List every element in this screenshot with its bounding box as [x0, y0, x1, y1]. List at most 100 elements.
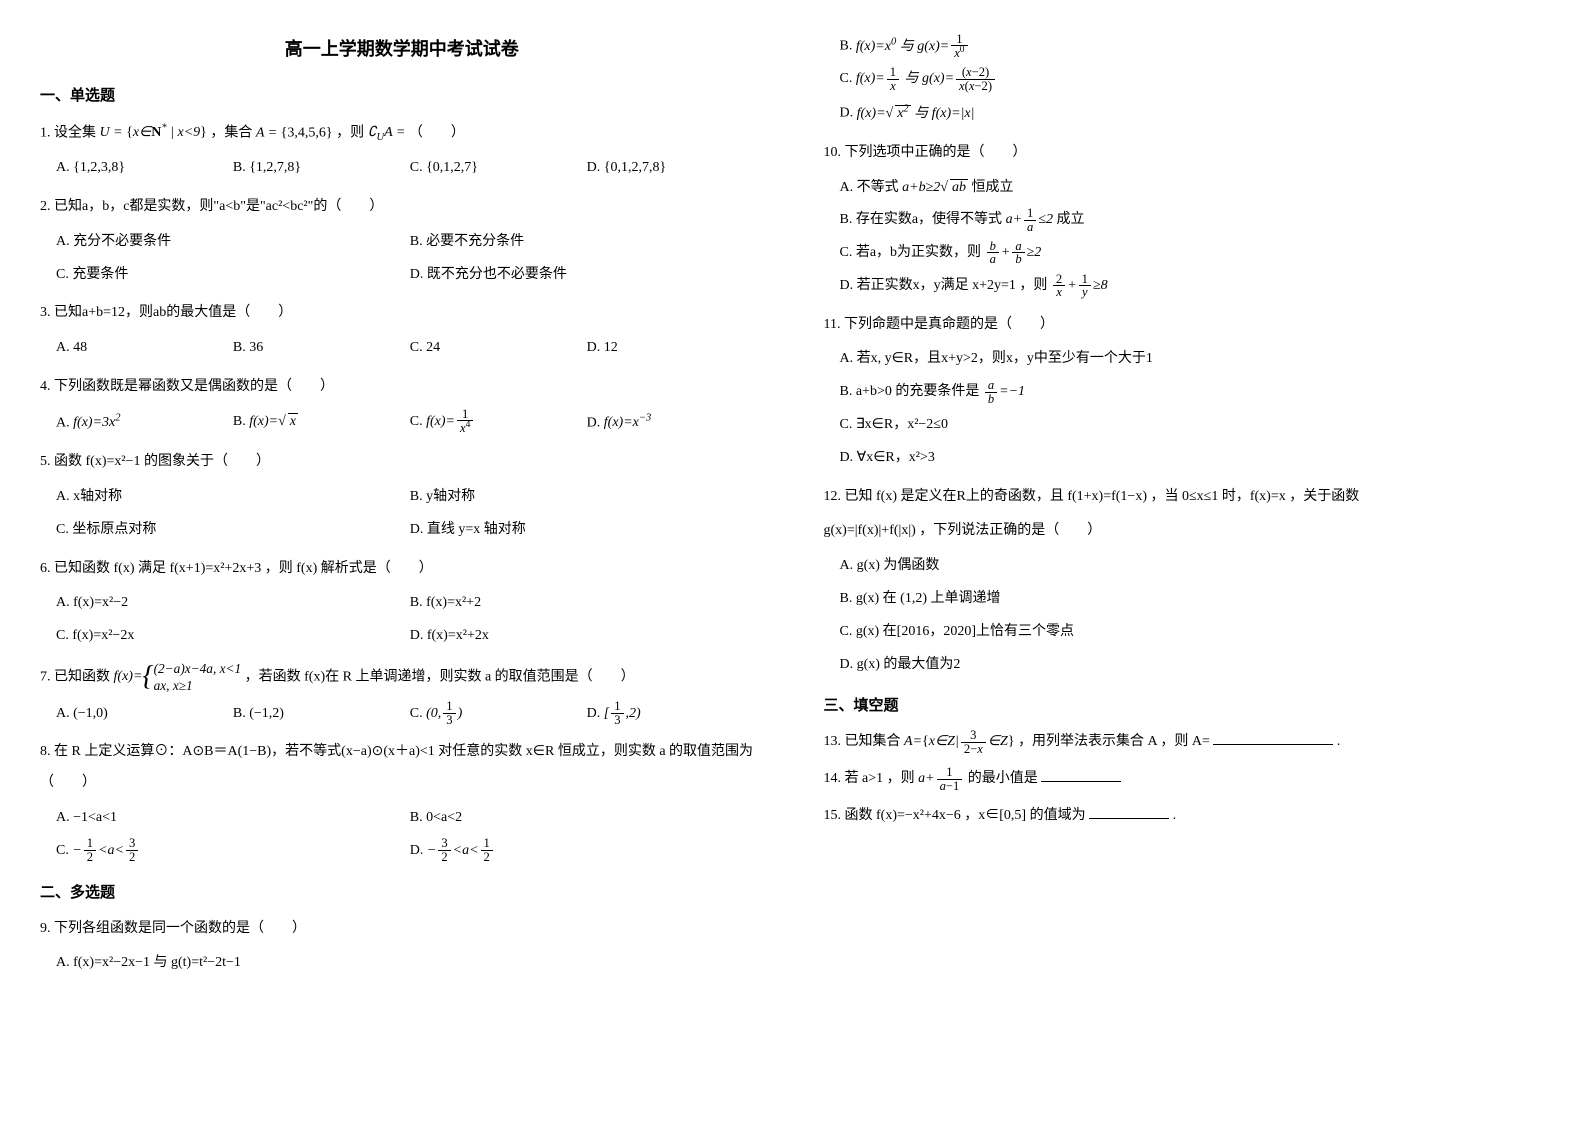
q7-opt-b: B. (−1,2) [233, 699, 410, 730]
q6-opt-a: A. f(x)=x²−2 [56, 588, 410, 619]
q4c-pre: C. [410, 414, 426, 429]
q12-stem1: 12. 已知 f(x) 是定义在R上的奇函数，且 f(1+x)=f(1−x) ，… [824, 482, 1548, 513]
q2-options: A. 充分不必要条件 B. 必要不充分条件 C. 充要条件 D. 既不充分也不必… [56, 227, 764, 293]
q1-stem: 1. 设全集 U = {x∈N* | x<9} ，集合 A = {3,4,5,6… [40, 117, 764, 150]
question-5: 5. 函数 f(x)=x²−1 的图象关于（ ） A. x轴对称 B. y轴对称… [40, 447, 764, 547]
question-9: 9. 下列各组函数是同一个函数的是（ ） A. f(x)=x²−2x−1 与 g… [40, 914, 764, 982]
q4-opt-a: A. f(x)=3x2 [56, 407, 233, 439]
q9c-pre: C. [840, 71, 856, 86]
question-10: 10. 下列选项中正确的是（ ） A. 不等式 a+b≥2ab 恒成立 B. 存… [824, 138, 1548, 304]
q11-options: A. 若x, y∈R，且x+y>2，则x，y中至少有一个大于1 B. a+b>0… [840, 344, 1548, 475]
exam-page: 高一上学期数学期中考试试卷 一、单选题 1. 设全集 U = {x∈N* | x… [40, 30, 1547, 987]
section-single-choice: 一、单选题 [40, 80, 764, 113]
q10c-pre: C. 若a，b为正实数，则 [840, 245, 985, 260]
q8-opt-b: B. 0<a<2 [410, 803, 764, 834]
q8c-pre: C. [56, 843, 72, 858]
q3-opt-a: A. 48 [56, 333, 233, 364]
q5-options: A. x轴对称 B. y轴对称 C. 坐标原点对称 D. 直线 y=x 轴对称 [56, 482, 764, 548]
q7-opt-a: A. (−1,0) [56, 699, 233, 730]
question-14: 14. 若 a>1 ，则 a+1a−1 的最小值是 [824, 764, 1548, 795]
question-9-cont: B. f(x)=x0 与 g(x)=1x0 C. f(x)=1x 与 g(x)=… [824, 30, 1548, 132]
q9d-pre: D. [840, 106, 857, 121]
q5-stem: 5. 函数 f(x)=x²−1 的图象关于（ ） [40, 447, 764, 478]
q6-opt-c: C. f(x)=x²−2x [56, 621, 410, 652]
q6-stem: 6. 已知函数 f(x) 满足 f(x+1)=x²+2x+3 ，则 f(x) 解… [40, 554, 764, 585]
q4-opt-b: B. f(x)=x [233, 407, 410, 439]
q10d-math: 2x+1y≥8 [1051, 278, 1108, 293]
q5-opt-a: A. x轴对称 [56, 482, 410, 513]
q10-opt-d: D. 若正实数x，y满足 x+2y=1 ，则 2x+1y≥8 [840, 271, 1548, 302]
q7-stem: 7. 已知函数 f(x)={(2−a)x−4a, x<1ax, x≥1 ，若函数… [40, 660, 764, 695]
q8d-math: −32<a<12 [427, 843, 495, 858]
exam-title: 高一上学期数学期中考试试卷 [40, 30, 764, 70]
q3-opt-d: D. 12 [587, 333, 764, 364]
q1-opt-a: A. {1,2,3,8} [56, 153, 233, 184]
q14-blank [1041, 768, 1121, 782]
q12-opt-b: B. g(x) 在 (1,2) 上单调递增 [840, 584, 1548, 615]
question-13: 13. 已知集合 A={x∈Z|32−x∈Z} ，用列举法表示集合 A ，则 A… [824, 727, 1548, 758]
q4a-math: f(x)=3x2 [73, 415, 120, 430]
q9b-math: f(x)=x0 与 g(x)=1x0 [856, 39, 970, 54]
q8d-pre: D. [410, 843, 427, 858]
q8-opt-a: A. −1<a<1 [56, 803, 410, 834]
question-7: 7. 已知函数 f(x)={(2−a)x−4a, x<1ax, x≥1 ，若函数… [40, 660, 764, 731]
q4a-pre: A. [56, 415, 73, 430]
q8-stem: 8. 在 R 上定义运算⊙：A⊙B＝A(1−B)，若不等式(x−a)⊙(x＋a)… [40, 737, 764, 799]
q4c-math: f(x)=1x4 [426, 414, 475, 429]
q5-opt-d: D. 直线 y=x 轴对称 [410, 515, 764, 546]
q10b-math: a+1a≤2 [1006, 212, 1053, 227]
q5-opt-c: C. 坐标原点对称 [56, 515, 410, 546]
q1-options: A. {1,2,3,8} B. {1,2,7,8} C. {0,1,2,7} D… [56, 153, 764, 186]
q5-opt-b: B. y轴对称 [410, 482, 764, 513]
question-4: 4. 下列函数既是幂函数又是偶函数的是（ ） A. f(x)=3x2 B. f(… [40, 372, 764, 441]
q12-opt-d: D. g(x) 的最大值为2 [840, 650, 1548, 681]
q8-options: A. −1<a<1 B. 0<a<2 C. −12<a<32 D. −32<a<… [56, 803, 764, 869]
q10b-post: 成立 [1053, 212, 1085, 227]
q6-opt-b: B. f(x)=x²+2 [410, 588, 764, 619]
q9-stem: 9. 下列各组函数是同一个函数的是（ ） [40, 914, 764, 945]
q10-opt-a: A. 不等式 a+b≥2ab 恒成立 [840, 173, 1548, 204]
q2-opt-a: A. 充分不必要条件 [56, 227, 410, 258]
q9-options-cont: B. f(x)=x0 与 g(x)=1x0 C. f(x)=1x 与 g(x)=… [840, 30, 1548, 132]
q11b-math: ab=−1 [983, 384, 1025, 399]
q7c-math: (0,13) [426, 706, 462, 721]
question-11: 11. 下列命题中是真命题的是（ ） A. 若x, y∈R，且x+y>2，则x，… [824, 310, 1548, 476]
left-column: 高一上学期数学期中考试试卷 一、单选题 1. 设全集 U = {x∈N* | x… [40, 30, 764, 987]
q9d-math: f(x)=x2 与 f(x)=|x| [857, 106, 975, 121]
q7d-math: [13,2) [604, 706, 641, 721]
q10a-math: a+b≥2ab [902, 180, 968, 195]
q3-opt-b: B. 36 [233, 333, 410, 364]
q1-opt-c: C. {0,1,2,7} [410, 153, 587, 184]
q14-post: 的最小值是 [968, 771, 1038, 786]
question-3: 3. 已知a+b=12，则ab的最大值是（ ） A. 48 B. 36 C. 2… [40, 298, 764, 366]
q4d-math: f(x)=x−3 [604, 415, 651, 430]
q7-piecewise: f(x)={(2−a)x−4a, x<1ax, x≥1 [114, 669, 242, 684]
q9-opt-a: A. f(x)=x²−2x−1 与 g(t)=t²−2t−1 [56, 948, 764, 979]
q12-stem2: g(x)=|f(x)|+f(|x|) ，下列说法正确的是（ ） [824, 516, 1548, 547]
q13-suf: . [1337, 734, 1341, 749]
section-fill-blank: 三、填空题 [824, 690, 1548, 723]
q1-opt-d: D. {0,1,2,7,8} [587, 153, 764, 184]
q13-pre: 13. 已知集合 [824, 734, 905, 749]
q7-post: ，若函数 f(x)在 R 上单调递增，则实数 a 的取值范围是（ ） [245, 669, 635, 684]
q11-opt-a: A. 若x, y∈R，且x+y>2，则x，y中至少有一个大于1 [840, 344, 1548, 375]
q11-opt-d: D. ∀x∈R，x²>3 [840, 443, 1548, 474]
q3-stem: 3. 已知a+b=12，则ab的最大值是（ ） [40, 298, 764, 329]
q2-opt-b: B. 必要不充分条件 [410, 227, 764, 258]
q1-set-u: U = {x∈N* | x<9} [100, 125, 207, 140]
q11-stem: 11. 下列命题中是真命题的是（ ） [824, 310, 1548, 341]
q12-opt-c: C. g(x) 在[2016，2020]上恰有三个零点 [840, 617, 1548, 648]
q2-stem: 2. 已知a，b，c都是实数，则"a<b"是"ac²<bc²"的（ ） [40, 192, 764, 223]
q1-suf: （ ） [409, 125, 465, 140]
q10-opt-b: B. 存在实数a，使得不等式 a+1a≤2 成立 [840, 205, 1548, 236]
q10c-math: ba+ab≥2 [985, 245, 1042, 260]
q1-mid1: ，集合 [210, 125, 256, 140]
q7-opt-d: D. [13,2) [587, 699, 764, 730]
q15-stem: 15. 函数 f(x)=−x²+4x−6 ，x∈[0,5] 的值域为 [824, 808, 1086, 823]
q9-options: A. f(x)=x²−2x−1 与 g(t)=t²−2t−1 [56, 948, 764, 981]
q4d-pre: D. [587, 415, 604, 430]
q7c-pre: C. [410, 706, 426, 721]
q1-pre: 1. 设全集 [40, 125, 100, 140]
question-1: 1. 设全集 U = {x∈N* | x<9} ，集合 A = {3,4,5,6… [40, 117, 764, 186]
q1-set-a: A = {3,4,5,6} [256, 125, 333, 140]
